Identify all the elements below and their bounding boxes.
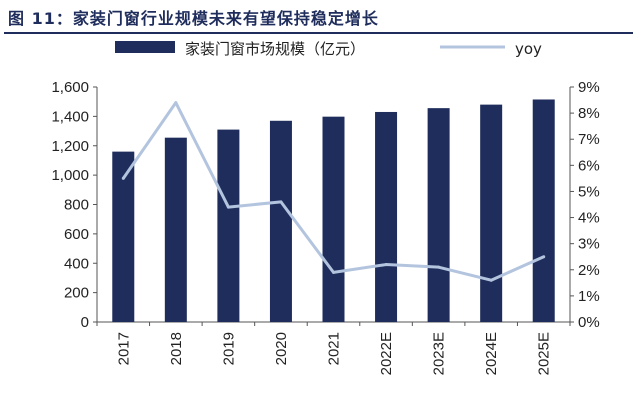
legend-line-label: yoy — [515, 40, 542, 58]
right-tick-label: 5% — [578, 183, 600, 200]
left-tick-label: 600 — [64, 226, 89, 243]
title-bar: 图 11：家装门窗行业规模未来有望保持稳定增长 — [4, 2, 633, 34]
yoy-point-2022E — [384, 263, 388, 267]
left-tick-label: 800 — [64, 197, 89, 214]
right-tick-label: 2% — [578, 262, 600, 279]
x-axis-ticks: 2017 2018 2019 2020 2021 2022E 2023E 2024E 2025E — [96, 322, 571, 375]
yoy-point-2018 — [174, 101, 178, 105]
legend-bar-swatch — [115, 41, 175, 53]
left-tick-label: 200 — [64, 285, 89, 302]
left-tick-label: 1,000 — [51, 167, 89, 184]
left-tick-label: 400 — [64, 255, 89, 272]
bar-2022E — [375, 111, 398, 322]
bar-2017 — [112, 151, 135, 322]
yoy-point-2021 — [332, 270, 335, 274]
x-tick-label: 2018 — [168, 332, 185, 365]
yoy-point-2025E — [542, 255, 546, 259]
x-tick-label: 2019 — [220, 332, 237, 365]
bar-2018 — [164, 137, 187, 322]
legend: 家装门窗市场规模（亿元） yoy — [115, 40, 542, 58]
right-tick-label: 3% — [578, 236, 600, 253]
yoy-point-2017 — [121, 176, 125, 180]
bar-2021 — [322, 116, 345, 322]
yoy-point-2020 — [279, 200, 283, 204]
left-tick-label: 0 — [81, 314, 89, 331]
right-tick-label: 9% — [578, 79, 600, 96]
right-tick-label: 4% — [578, 210, 600, 227]
right-tick-label: 6% — [578, 157, 600, 174]
x-tick-label: 2017 — [115, 332, 132, 365]
right-tick-label: 1% — [578, 288, 600, 305]
left-axis-ticks: 0 200 400 600 800 1,000 1,200 1,400 1,600 — [51, 79, 97, 331]
bar-2024E — [480, 104, 503, 322]
x-tick-label: 2021 — [326, 332, 343, 365]
bar-2020 — [269, 120, 292, 322]
bars — [112, 99, 555, 323]
x-tick-label: 2024E — [483, 332, 500, 375]
right-tick-label: 8% — [578, 105, 600, 122]
left-tick-label: 1,400 — [51, 108, 89, 125]
x-tick-label: 2023E — [431, 332, 448, 375]
x-tick-label: 2025E — [536, 332, 553, 375]
legend-bar-label: 家装门窗市场规模（亿元） — [185, 40, 365, 58]
left-tick-label: 1,600 — [51, 79, 89, 96]
right-tick-label: 0% — [578, 314, 600, 331]
left-tick-label: 1,200 — [51, 138, 89, 155]
right-axis-ticks: 0% 1% 2% 3% 4% 5% 6% 7% 8% 9% — [570, 79, 600, 331]
yoy-line — [121, 101, 546, 282]
chart-title: 图 11：家装门窗行业规模未来有望保持稳定增长 — [8, 9, 379, 28]
bar-2023E — [427, 108, 450, 323]
x-tick-label: 2020 — [273, 332, 290, 365]
yoy-point-2023E — [437, 265, 441, 269]
x-tick-label: 2022E — [378, 332, 395, 375]
bar-2019 — [217, 129, 240, 322]
bar-2025E — [532, 99, 555, 322]
yoy-point-2019 — [226, 205, 230, 209]
yoy-point-2024E — [489, 278, 493, 282]
right-tick-label: 7% — [578, 131, 600, 148]
